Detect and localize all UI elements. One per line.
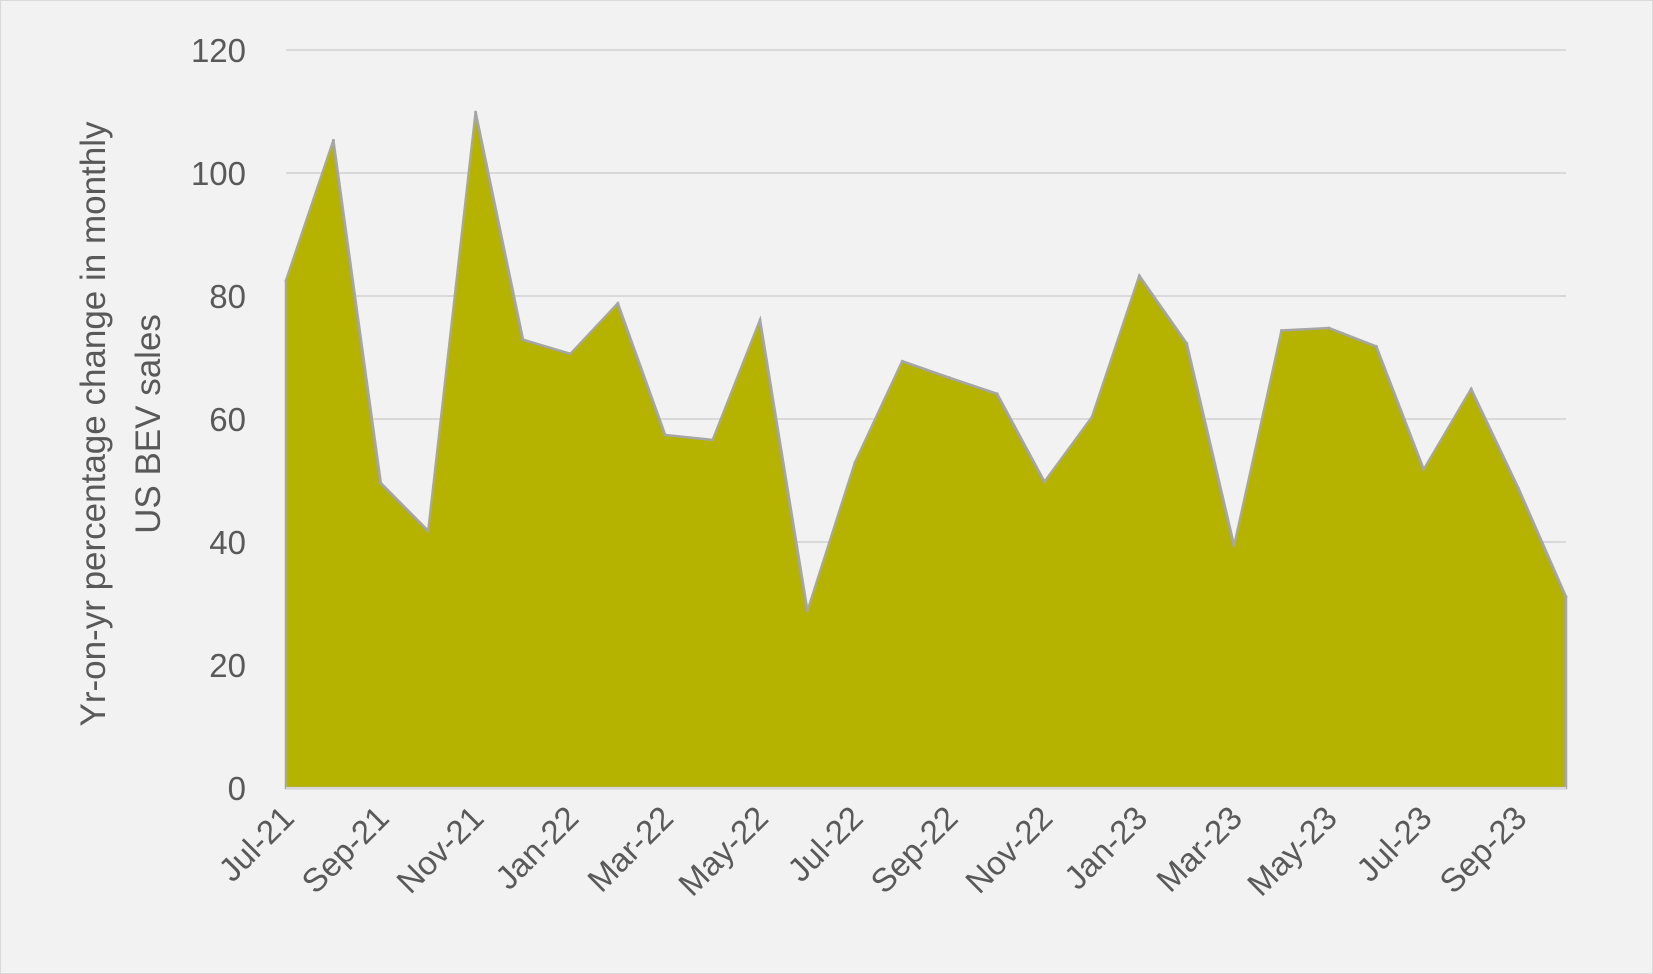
x-tick-label: Mar-23 (1149, 799, 1249, 899)
data-point (1185, 341, 1189, 345)
y-axis-title: Yr-on-yr percentage change in monthly US… (74, 121, 168, 727)
y-tick-label: 100 (191, 155, 246, 192)
y-tick-label: 60 (209, 401, 246, 438)
data-point (1327, 326, 1331, 330)
data-point (1090, 415, 1094, 419)
x-tick-label: Jul-21 (211, 799, 301, 889)
x-tick-label: Nov-21 (389, 799, 490, 900)
data-point (711, 438, 715, 442)
y-tick-label: 0 (228, 770, 246, 807)
data-point (948, 376, 952, 380)
data-point (379, 481, 383, 485)
y-tick-label: 80 (209, 278, 246, 315)
data-point (1469, 387, 1473, 391)
data-point (1374, 344, 1378, 348)
x-tick-label: May-23 (1240, 799, 1344, 903)
data-point (568, 352, 572, 356)
y-axis-ticks: 0 20 40 60 80 100 120 (191, 32, 246, 807)
data-point (995, 392, 999, 396)
data-point (853, 461, 857, 465)
y-axis-title-line-2: US BEV sales (129, 314, 168, 534)
y-tick-label: 20 (209, 647, 246, 684)
x-tick-label: Mar-22 (580, 799, 680, 899)
y-axis-title-line-1: Yr-on-yr percentage change in monthly (74, 121, 113, 727)
data-point (1043, 480, 1047, 484)
x-tick-label: Sep-21 (294, 799, 395, 900)
area-series (284, 110, 1568, 790)
data-point (1232, 544, 1236, 548)
y-tick-label: 40 (209, 524, 246, 561)
x-tick-label: Jan-23 (1057, 799, 1155, 897)
data-point (426, 529, 430, 533)
y-tick-label: 120 (191, 32, 246, 69)
data-point (521, 338, 525, 342)
area-fill (284, 111, 1568, 790)
x-tick-label: May-22 (671, 799, 775, 903)
data-point (663, 433, 667, 437)
data-point (1422, 467, 1426, 471)
data-point (1280, 328, 1284, 332)
data-point (474, 110, 478, 114)
x-tick-label: Sep-23 (1432, 799, 1533, 900)
data-point (758, 318, 762, 322)
data-point (1137, 274, 1141, 278)
x-tick-label: Jan-22 (488, 799, 586, 897)
x-tick-label: Jul-23 (1349, 799, 1439, 889)
data-point (805, 609, 809, 613)
data-point (1564, 595, 1568, 599)
x-tick-label: Sep-22 (863, 799, 964, 900)
x-tick-label: Jul-22 (780, 799, 870, 889)
data-point (900, 359, 904, 363)
x-tick-label: Nov-22 (958, 799, 1059, 900)
data-point (1517, 486, 1521, 490)
data-point (331, 138, 335, 142)
data-point (284, 279, 288, 283)
data-point (616, 301, 620, 305)
